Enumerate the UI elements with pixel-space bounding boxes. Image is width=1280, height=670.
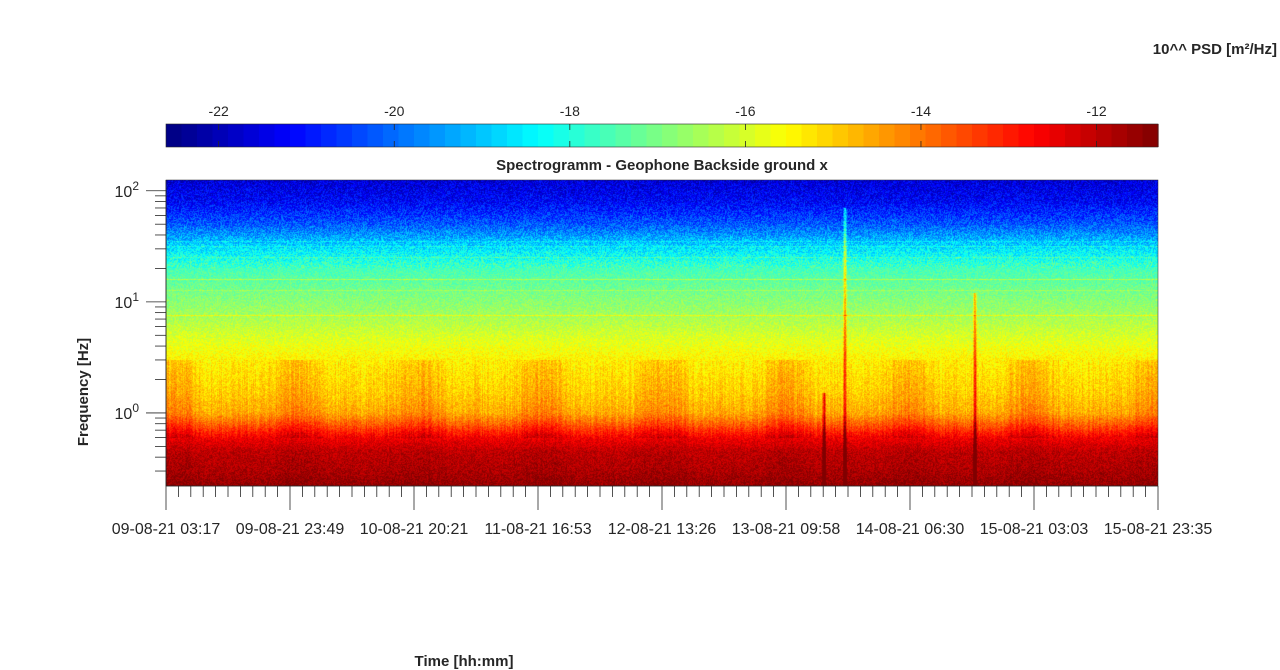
colorbar-step: [910, 124, 927, 147]
colorbar-step: [894, 124, 911, 147]
colorbar-step: [770, 124, 787, 147]
colorbar-tick-label: -14: [911, 103, 931, 119]
colorbar-step: [414, 124, 431, 147]
x-tick-label: 15-08-21 03:03: [980, 521, 1089, 538]
colorbar-step: [429, 124, 446, 147]
colorbar-step: [832, 124, 849, 147]
x-axis-title: Time [hh:mm]: [415, 653, 514, 670]
y-axis-title: Frequency [Hz]: [75, 338, 92, 446]
colorbar-step: [584, 124, 601, 147]
colorbar-step: [662, 124, 679, 147]
colorbar-step: [367, 124, 384, 147]
colorbar-step: [879, 124, 896, 147]
x-tick-label: 12-08-21 13:26: [608, 521, 717, 538]
colorbar-step: [352, 124, 369, 147]
colorbar-ticks: -22 -20 -18 -16 -14 -12: [209, 103, 1107, 147]
colorbar-step: [863, 124, 880, 147]
colorbar-step: [972, 124, 989, 147]
colorbar: -22 -20 -18 -16 -14 -12: [165, 103, 1159, 148]
colorbar-step: [538, 124, 555, 147]
spectrogram-plot-area: [166, 180, 1158, 486]
colorbar-step: [1034, 124, 1051, 147]
colorbar-step: [1018, 124, 1035, 147]
colorbar-step: [724, 124, 741, 147]
colorbar-step: [553, 124, 570, 147]
colorbar-tick-label: -20: [384, 103, 404, 119]
colorbar-step: [259, 124, 276, 147]
colorbar-step: [197, 124, 214, 147]
colorbar-step: [817, 124, 834, 147]
chart-title: Spectrogramm - Geophone Backside ground …: [496, 157, 828, 174]
colorbar-tick-label: -18: [560, 103, 580, 119]
colorbar-step: [755, 124, 772, 147]
x-tick-label: 09-08-21 23:49: [236, 521, 345, 538]
colorbar-step: [181, 124, 198, 147]
colorbar-step: [786, 124, 803, 147]
colorbar-step: [646, 124, 663, 147]
colorbar-step: [677, 124, 694, 147]
y-tick-label: 100: [115, 401, 140, 423]
x-tick-label: 09-08-21 03:17: [112, 521, 221, 538]
x-tick-label: 15-08-21 23:35: [1104, 521, 1213, 538]
colorbar-step: [166, 124, 183, 147]
colorbar-step: [507, 124, 524, 147]
x-axis: 09-08-21 03:17 09-08-21 23:49 10-08-21 20:…: [112, 485, 1213, 538]
colorbar-step: [1003, 124, 1020, 147]
colorbar-step: [243, 124, 260, 147]
colorbar-step: [1142, 124, 1159, 147]
colorbar-step: [956, 124, 973, 147]
y-tick-label: 102: [115, 179, 140, 201]
colorbar-step: [336, 124, 353, 147]
colorbar-step: [1049, 124, 1066, 147]
colorbar-step: [941, 124, 958, 147]
colorbar-tick-label: -12: [1086, 103, 1106, 119]
colorbar-step: [290, 124, 307, 147]
colorbar-step: [1127, 124, 1144, 147]
colorbar-step: [693, 124, 710, 147]
colorbar-step: [274, 124, 291, 147]
colorbar-step: [569, 124, 586, 147]
x-tick-label: 13-08-21 09:58: [732, 521, 841, 538]
colorbar-step: [615, 124, 632, 147]
colorbar-step: [739, 124, 756, 147]
colorbar-step: [801, 124, 818, 147]
x-tick-label: 10-08-21 20:21: [360, 521, 469, 538]
colorbar-step: [212, 124, 229, 147]
colorbar-step: [522, 124, 539, 147]
y-axis: 100 101 102: [115, 179, 167, 486]
colorbar-frame: [165, 123, 1159, 148]
colorbar-step: [228, 124, 245, 147]
colorbar-step: [925, 124, 942, 147]
colorbar-step: [600, 124, 617, 147]
colorbar-step: [398, 124, 415, 147]
x-tick-label: 14-08-21 06:30: [856, 521, 965, 538]
y-tick-label: 101: [115, 290, 140, 312]
colorbar-step: [708, 124, 725, 147]
colorbar-gradient: [166, 124, 1159, 147]
colorbar-step: [383, 124, 400, 147]
colorbar-tick-label: -16: [735, 103, 755, 119]
colorbar-step: [445, 124, 462, 147]
colorbar-step: [305, 124, 322, 147]
colorbar-step: [1065, 124, 1082, 147]
colorbar-step: [1111, 124, 1128, 147]
colorbar-step: [631, 124, 648, 147]
colorbar-step: [460, 124, 477, 147]
colorbar-step: [848, 124, 865, 147]
x-tick-label: 11-08-21 16:53: [484, 521, 591, 538]
colorbar-step: [321, 124, 338, 147]
colorbar-label: 10^^ PSD [m²/Hz]: [1153, 41, 1277, 58]
colorbar-step: [476, 124, 493, 147]
colorbar-step: [1080, 124, 1097, 147]
colorbar-step: [491, 124, 508, 147]
colorbar-step: [987, 124, 1004, 147]
colorbar-step: [1096, 124, 1113, 147]
colorbar-tick-label: -22: [209, 103, 229, 119]
